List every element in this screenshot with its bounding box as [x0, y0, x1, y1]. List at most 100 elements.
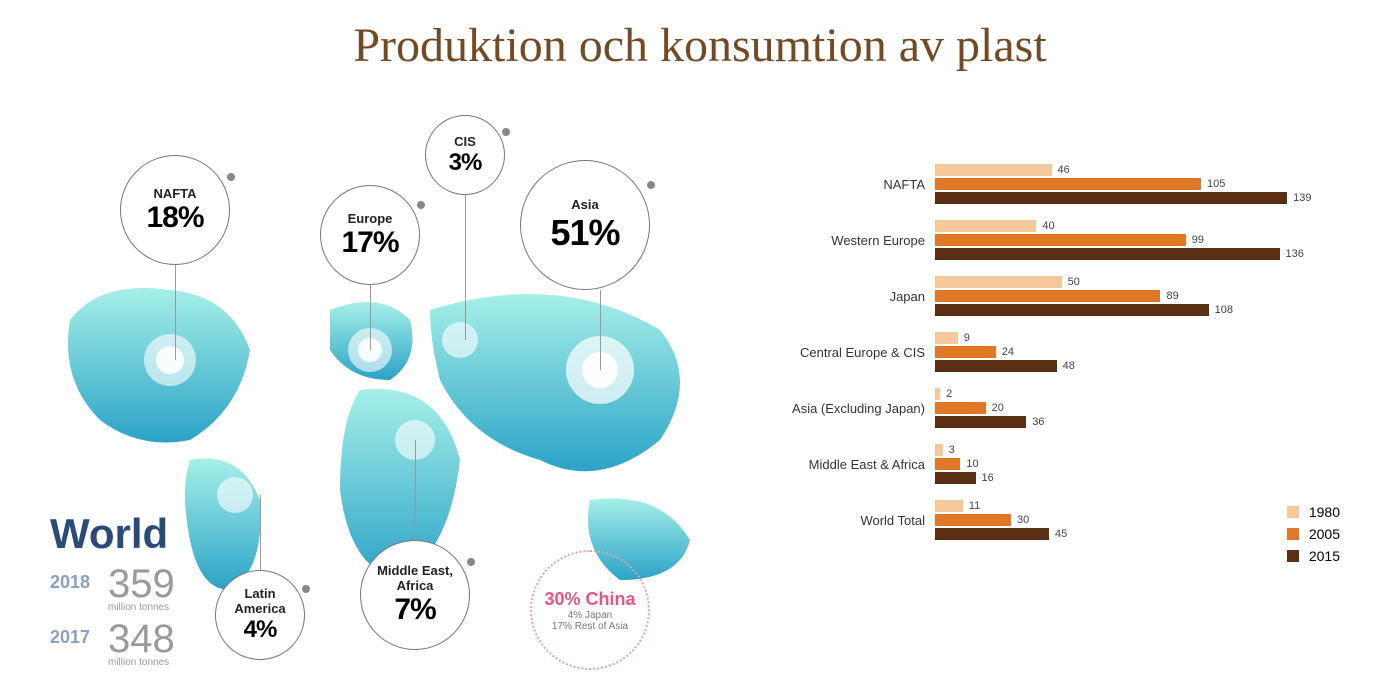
bubble-label: CIS — [454, 134, 476, 149]
bar — [935, 514, 1011, 526]
bar-value: 40 — [1042, 220, 1054, 232]
legend-label: 1980 — [1309, 504, 1340, 520]
bar-chart: NAFTA 46 105 139 Western Europe 40 99 136 Japan 5… — [790, 160, 1370, 590]
bar-value: 46 — [1058, 164, 1070, 176]
page-title: Produktion och konsumtion av plast — [0, 0, 1400, 73]
pin — [370, 280, 371, 350]
bubble-label: Europe — [348, 211, 393, 226]
bar-value: 9 — [964, 332, 970, 344]
stat-value: 348 — [108, 621, 175, 657]
bar-value: 36 — [1032, 416, 1044, 428]
bar — [935, 304, 1209, 316]
bar — [935, 164, 1052, 176]
bar-value: 24 — [1002, 346, 1014, 358]
bar-value: 136 — [1286, 248, 1304, 260]
bar — [935, 290, 1160, 302]
bar — [935, 276, 1062, 288]
chart-row: Western Europe 40 99 136 — [790, 216, 1370, 264]
china-callout: 30% China 4% Japan 17% Rest of Asia — [530, 550, 650, 670]
world-totals: World 2018359million tonnes2017348millio… — [50, 510, 175, 676]
stat-unit: million tonnes — [108, 657, 175, 668]
pin — [600, 290, 601, 370]
bar-value: 20 — [992, 402, 1004, 414]
china-main: 30% China — [544, 589, 635, 610]
legend-item: 2015 — [1287, 548, 1340, 564]
legend-label: 2005 — [1309, 526, 1340, 542]
bar-value: 11 — [969, 500, 980, 512]
bar-value: 2 — [946, 388, 952, 400]
bar-value: 45 — [1055, 528, 1067, 540]
chart-row: Middle East & Africa 3 10 16 — [790, 440, 1370, 488]
pin — [175, 265, 176, 360]
bubble-label: Asia — [571, 197, 598, 212]
bar-value: 105 — [1207, 178, 1225, 190]
chart-row-label: Asia (Excluding Japan) — [790, 401, 935, 416]
bar — [935, 416, 1026, 428]
stat-year: 2018 — [50, 566, 94, 593]
bar — [935, 192, 1287, 204]
bar — [935, 234, 1186, 246]
bubble-cis: CIS3% — [425, 115, 505, 195]
bar-value: 99 — [1192, 234, 1204, 246]
chart-row: Central Europe & CIS 9 24 48 — [790, 328, 1370, 376]
world-stat-row: 2018 359million tonnes — [50, 566, 175, 613]
bar — [935, 500, 963, 512]
bubble-pct: 7% — [394, 593, 435, 627]
chart-row-label: Middle East & Africa — [790, 457, 935, 472]
legend-swatch — [1287, 550, 1299, 562]
bar-value: 89 — [1166, 290, 1178, 302]
bubble-asia: Asia51% — [520, 160, 650, 290]
chart-row-label: World Total — [790, 513, 935, 528]
chart-row-label: NAFTA — [790, 177, 935, 192]
bar — [935, 332, 958, 344]
bar — [935, 178, 1201, 190]
chart-row-label: Japan — [790, 289, 935, 304]
chart-row: NAFTA 46 105 139 — [790, 160, 1370, 208]
legend-swatch — [1287, 506, 1299, 518]
bubble-pct: 4% — [244, 616, 277, 644]
bubble-pct: 17% — [341, 226, 398, 260]
bubble-pct: 18% — [146, 201, 203, 235]
world-stat-row: 2017348million tonnes — [50, 621, 175, 668]
stat-value: 359 — [108, 566, 175, 602]
bar-value: 10 — [966, 458, 978, 470]
china-sub2: 17% Rest of Asia — [552, 621, 628, 632]
bar — [935, 402, 986, 414]
bubble-nafta: NAFTA18% — [120, 155, 230, 265]
pin — [415, 440, 416, 540]
bar — [935, 360, 1057, 372]
bar — [935, 528, 1049, 540]
pin — [260, 495, 261, 570]
bar — [935, 472, 976, 484]
bar-value: 139 — [1293, 192, 1311, 204]
pin — [465, 195, 466, 340]
chart-row-label: Central Europe & CIS — [790, 345, 935, 360]
chart-row-label: Western Europe — [790, 233, 935, 248]
legend-label: 2015 — [1309, 548, 1340, 564]
chart-row: Asia (Excluding Japan) 2 20 36 — [790, 384, 1370, 432]
bar-value: 3 — [949, 444, 955, 456]
map-panel: NAFTA18%Europe17%CIS3%Asia51%Middle East… — [40, 100, 740, 660]
stat-unit: million tonnes — [108, 602, 175, 613]
bubble-europe: Europe17% — [320, 185, 420, 285]
bar — [935, 346, 996, 358]
china-sub1: 4% Japan — [568, 610, 612, 621]
bar-value: 16 — [982, 472, 994, 484]
bar-value: 50 — [1068, 276, 1080, 288]
bar-value: 48 — [1063, 360, 1075, 372]
legend-swatch — [1287, 528, 1299, 540]
world-title: World — [50, 510, 175, 558]
bubble-latam: Latin America4% — [215, 570, 305, 660]
chart-row: Japan 50 89 108 — [790, 272, 1370, 320]
bar — [935, 458, 960, 470]
bar — [935, 444, 943, 456]
bar — [935, 220, 1036, 232]
bar-value: 108 — [1215, 304, 1233, 316]
bubble-label: Middle East, Africa — [377, 563, 453, 593]
bar-value: 30 — [1017, 514, 1029, 526]
bar — [935, 248, 1280, 260]
legend-item: 2005 — [1287, 526, 1340, 542]
bubble-label: NAFTA — [153, 186, 196, 201]
bubble-pct: 51% — [550, 212, 619, 254]
legend-item: 1980 — [1287, 504, 1340, 520]
